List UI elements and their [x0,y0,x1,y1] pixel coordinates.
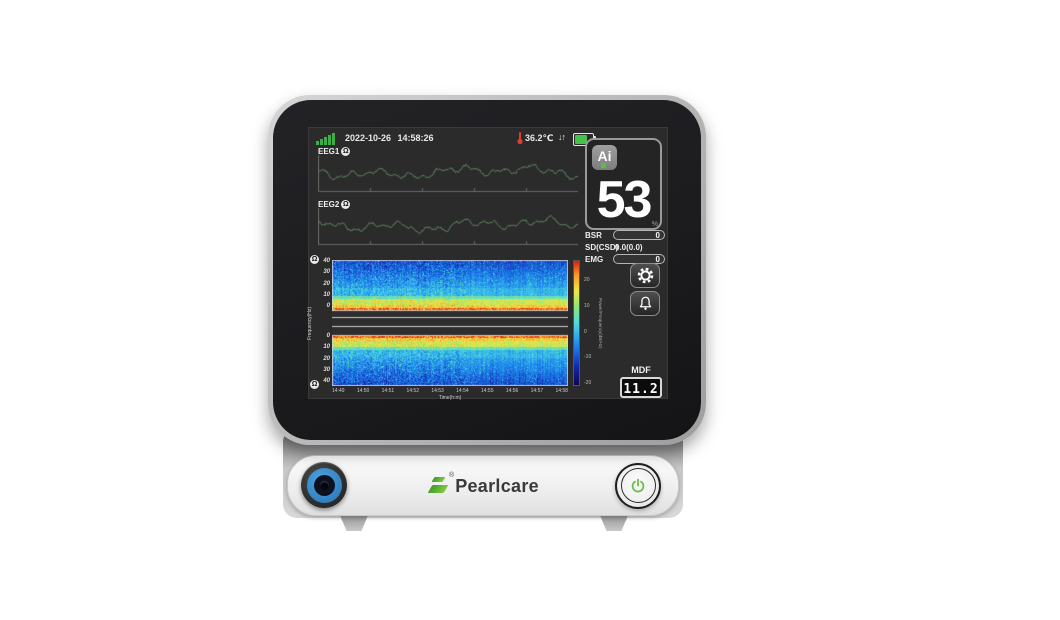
sd-value: 0.0(0.0) [615,243,643,252]
dsa-freq-ticks-bottom: 0 10 20 30 40 [316,333,330,384]
dsa-colorbar [573,260,580,386]
sd-label: SD(CSD) [585,243,618,252]
mdf-label: MDF [620,365,662,375]
power-icon [629,477,647,495]
power-button-ring [621,468,656,503]
eeg1-waveform [318,155,578,193]
mdf-value-display: 11.2 [620,377,662,398]
bsr-label: BSR [585,231,602,240]
knob-blue-ring [307,468,342,503]
alarm-button[interactable] [630,291,660,316]
eeg2-waveform [318,208,578,246]
datetime: 2022-10-26 14:58:26 [345,133,434,143]
temperature: 36.2℃ [525,133,553,144]
brand-name: Pearlcare [455,473,539,499]
ai-index-unit: % [652,221,658,228]
dsa-ylabel: Frequency(Hz) [305,260,315,386]
screen: 2022-10-26 14:58:26 36.2℃ ↓↑ EEG1 Ω EEG2 [308,127,668,399]
front-panel: ® Pearlcare [287,455,679,516]
bsr-value-bar: 0 [613,230,665,240]
brand-leaf-icon [427,476,448,496]
brand-logo: ® Pearlcare [427,473,539,499]
signal-strength-icon [316,133,336,145]
control-knob[interactable] [301,462,347,508]
updown-arrows-icon: ↓↑ [558,132,565,142]
screen-bezel: 2022-10-26 14:58:26 36.2℃ ↓↑ EEG1 Ω EEG2 [273,100,701,440]
dsa-colorbar-ticks: 20 10 0 -10 -20 [584,277,591,386]
dsa-spectrogram [332,260,568,386]
ai-index-value: 53 [587,170,660,230]
knob-inner-ring [314,475,335,496]
thermometer-icon [516,131,524,145]
ai-logo-green-dot [601,163,606,168]
gear-icon [636,266,655,285]
ai-logo: Ai [592,145,617,170]
knob-center [320,481,329,490]
registered-mark: ® [449,472,454,479]
dsa-colorbar-label: Power/Frequency(dB/Hz) [596,260,605,386]
dsa-freq-ticks-top: 40 30 20 10 0 [316,258,330,309]
dsa-xlabel: Time(h:m) [332,395,568,401]
device: ® Pearlcare 2022-10-26 14:58:26 [0,0,1060,620]
bell-icon [637,295,654,312]
monitor: 2022-10-26 14:58:26 36.2℃ ↓↑ EEG1 Ω EEG2 [268,95,706,445]
power-button[interactable] [615,463,661,509]
settings-button[interactable] [630,263,660,288]
ai-index-panel: Ai 53 % [585,138,662,230]
dsa-time-ticks: 14:49 14:50 14:51 14:52 14:53 14:54 14:55 14… [332,388,568,394]
